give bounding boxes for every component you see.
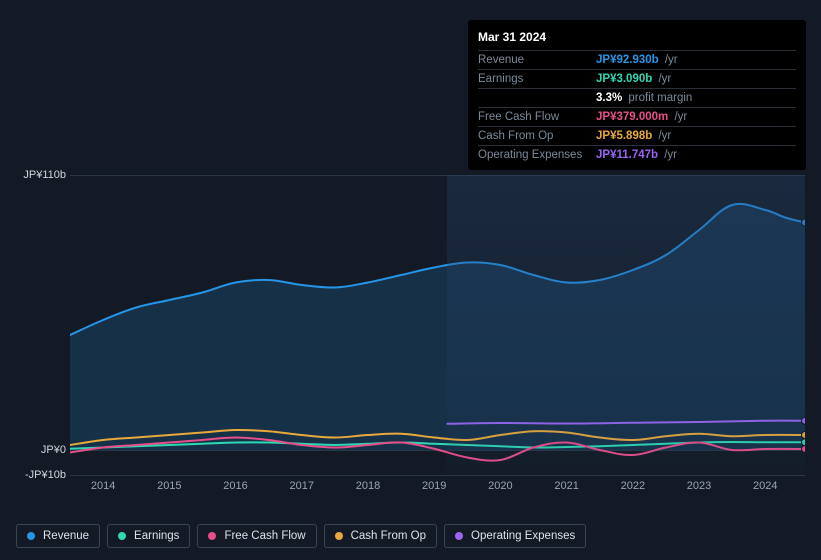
tooltip-row-label: Revenue [478, 54, 596, 66]
chart-legend: Revenue Earnings Free Cash Flow Cash From O… [16, 524, 586, 548]
tooltip-row-value: JP¥92.930b /yr [596, 54, 678, 66]
x-axis-label: 2015 [157, 480, 181, 492]
x-axis-label: 2014 [91, 480, 115, 492]
tooltip-row-value: JP¥11.747b /yr [596, 149, 677, 161]
legend-swatch [118, 532, 126, 540]
tooltip-row-value: JP¥379.000m /yr [596, 111, 687, 123]
tooltip-date: Mar 31 2024 [478, 26, 796, 50]
y-axis-label: -JP¥10b [25, 469, 66, 481]
x-axis-label: 2016 [223, 480, 247, 492]
series-end-marker [802, 439, 806, 446]
x-axis-label: 2019 [422, 480, 446, 492]
x-axis-label: 2024 [753, 480, 777, 492]
tooltip-row: 3.3% profit margin [478, 88, 796, 107]
legend-label: Revenue [43, 530, 89, 542]
y-axis-label: JP¥110b [23, 169, 66, 181]
tooltip-row: EarningsJP¥3.090b /yr [478, 69, 796, 88]
series-end-marker [802, 446, 806, 453]
x-axis-label: 2022 [621, 480, 645, 492]
legend-item-free-cash-flow[interactable]: Free Cash Flow [197, 524, 316, 548]
tooltip-row-label [478, 92, 596, 104]
legend-swatch [27, 532, 35, 540]
chart-tooltip: Mar 31 2024 RevenueJP¥92.930b /yrEarning… [468, 20, 806, 170]
series-fill-revenue [70, 204, 805, 450]
legend-item-cash-from-op[interactable]: Cash From Op [324, 524, 437, 548]
tooltip-row-label: Cash From Op [478, 130, 596, 142]
tooltip-row: Operating ExpensesJP¥11.747b /yr [478, 145, 796, 164]
x-axis-label: 2020 [488, 480, 512, 492]
series-end-marker [802, 219, 806, 226]
tooltip-row-value: JP¥5.898b /yr [596, 130, 671, 142]
x-axis-label: 2017 [290, 480, 314, 492]
series-end-marker [802, 432, 806, 439]
tooltip-row: Free Cash FlowJP¥379.000m /yr [478, 107, 796, 126]
legend-swatch [208, 532, 216, 540]
gridline [70, 475, 805, 476]
tooltip-row-value: 3.3% profit margin [596, 92, 692, 104]
legend-label: Operating Expenses [471, 530, 575, 542]
series-end-marker [802, 417, 806, 424]
legend-label: Free Cash Flow [224, 530, 305, 542]
plot-area[interactable] [70, 175, 805, 475]
legend-item-revenue[interactable]: Revenue [16, 524, 100, 548]
legend-swatch [455, 532, 463, 540]
legend-item-operating-expenses[interactable]: Operating Expenses [444, 524, 586, 548]
tooltip-row-label: Earnings [478, 73, 596, 85]
tooltip-row-value: JP¥3.090b /yr [596, 73, 671, 85]
x-axis-label: 2021 [554, 480, 578, 492]
tooltip-row: RevenueJP¥92.930b /yr [478, 50, 796, 69]
legend-swatch [335, 532, 343, 540]
tooltip-row-label: Free Cash Flow [478, 111, 596, 123]
tooltip-row: Cash From OpJP¥5.898b /yr [478, 126, 796, 145]
legend-item-earnings[interactable]: Earnings [107, 524, 190, 548]
tooltip-row-label: Operating Expenses [478, 149, 596, 161]
legend-label: Earnings [134, 530, 179, 542]
x-axis-label: 2023 [687, 480, 711, 492]
y-axis-label: JP¥0 [41, 444, 66, 456]
financials-chart: JP¥110b JP¥0 -JP¥10b 2014 2015 2016 2017 2018 2… [16, 155, 805, 510]
legend-label: Cash From Op [351, 530, 426, 542]
x-axis-label: 2018 [356, 480, 380, 492]
